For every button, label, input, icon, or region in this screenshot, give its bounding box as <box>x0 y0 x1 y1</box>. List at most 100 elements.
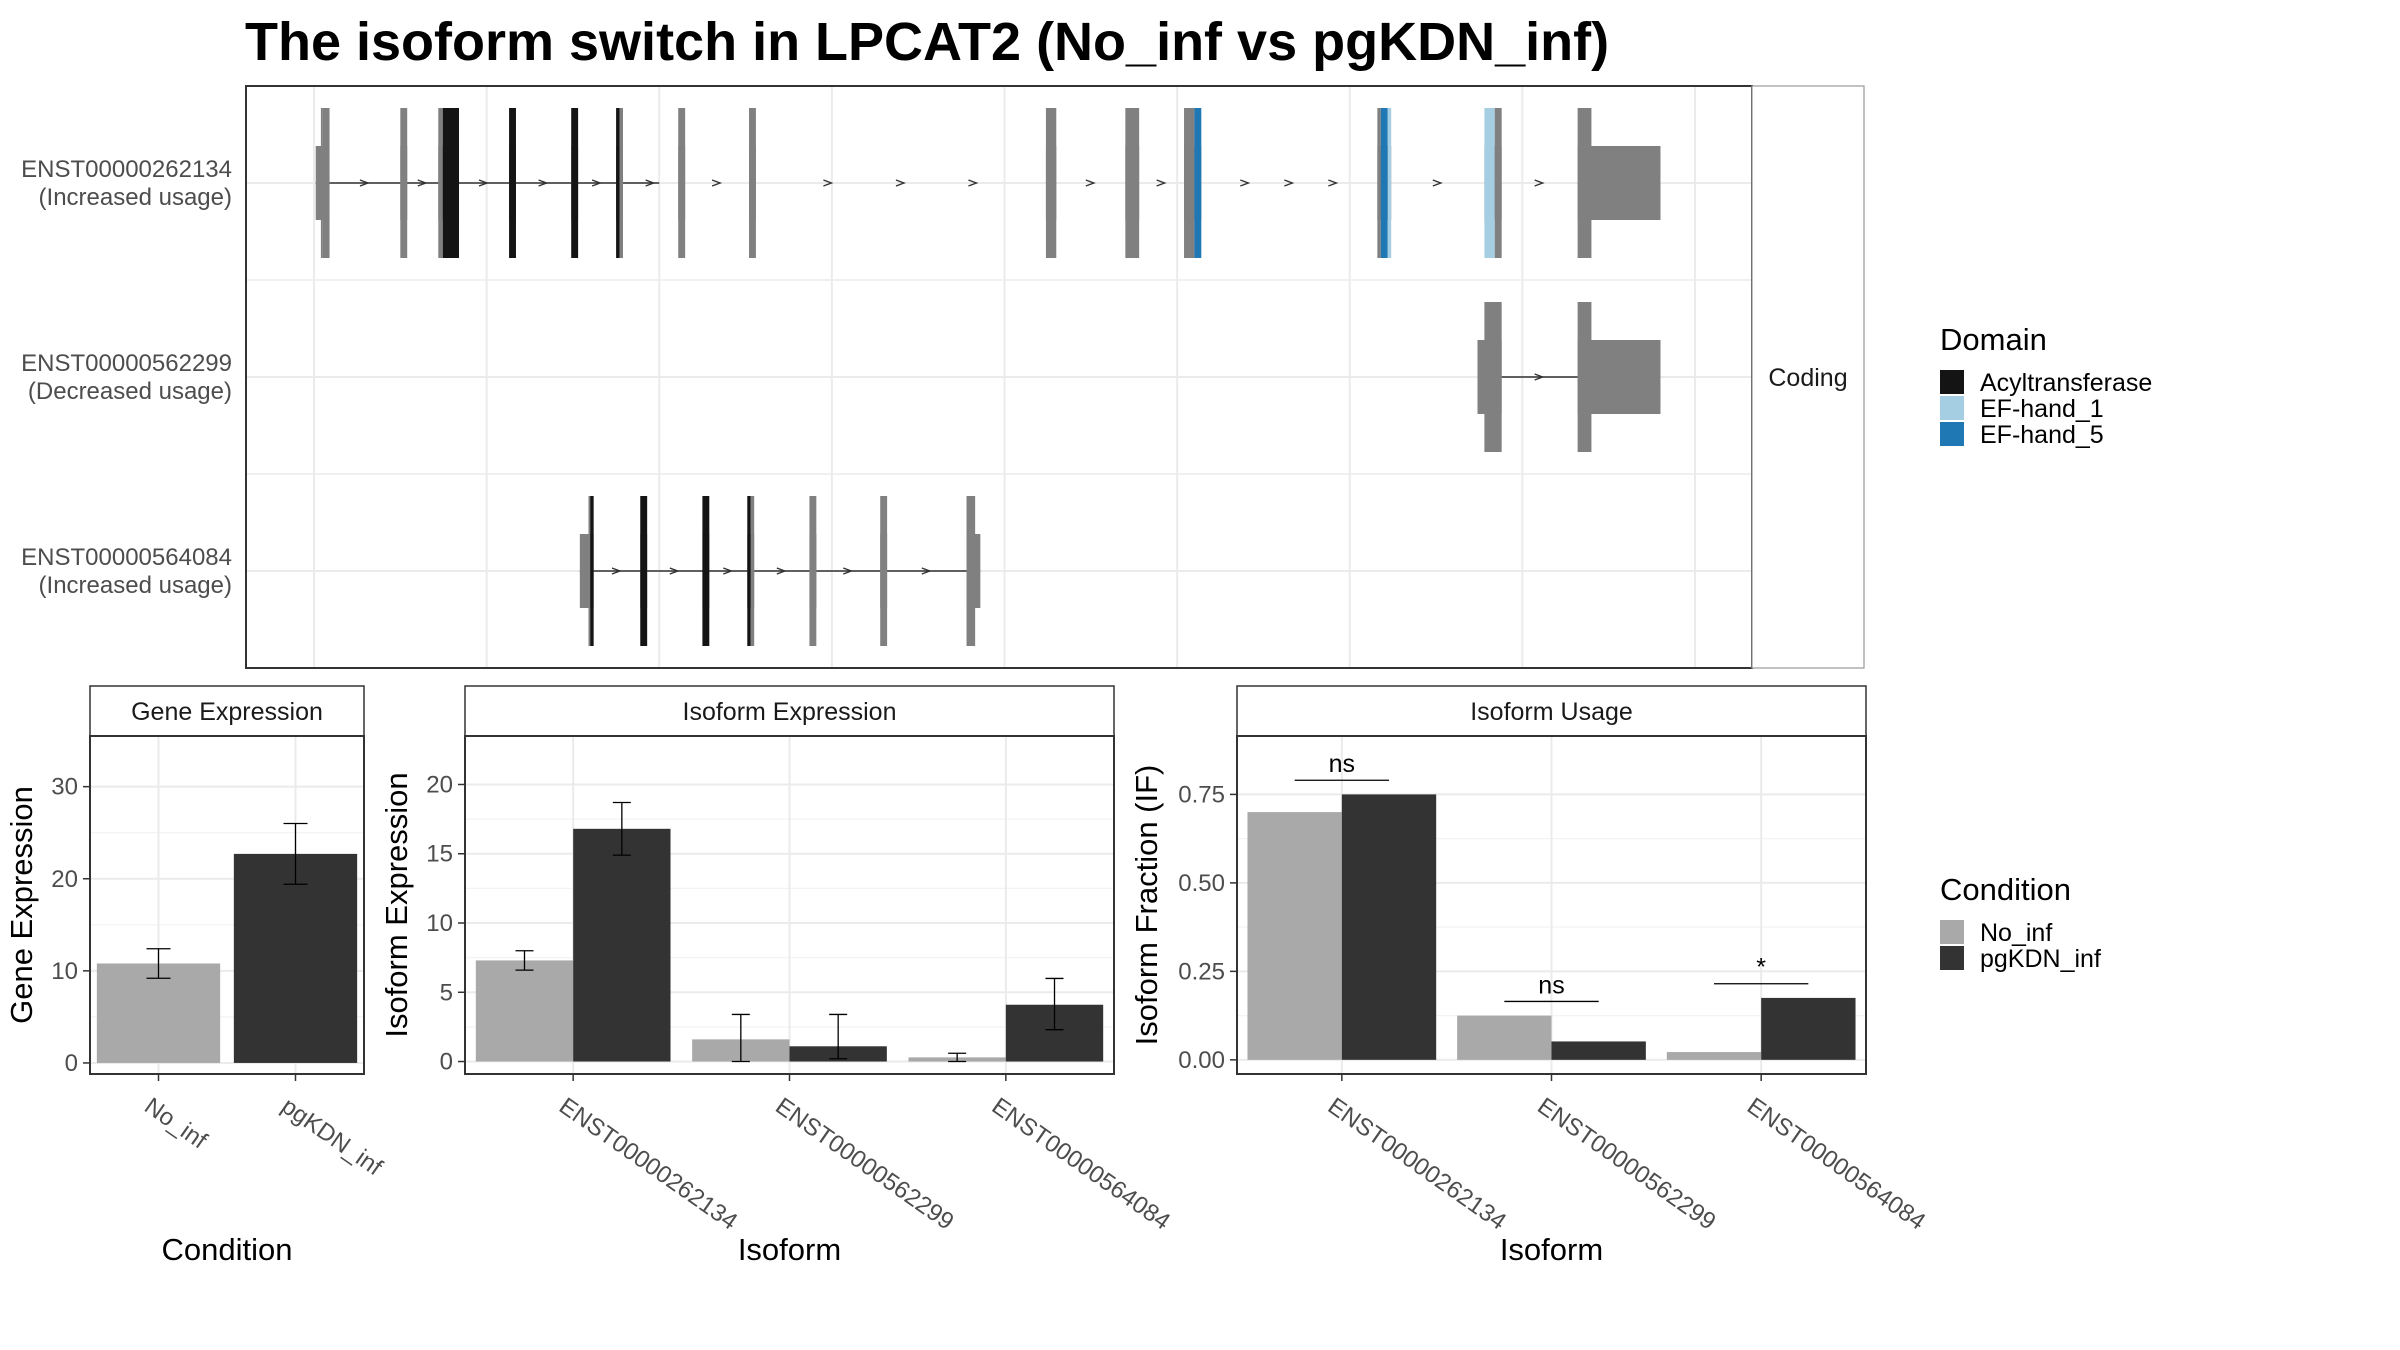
y-tick-label: 0 <box>65 1050 78 1077</box>
y-tick-label: 0 <box>440 1049 453 1076</box>
exon-cds <box>678 108 686 258</box>
intron-arrow <box>723 567 734 575</box>
transcript-id-label: ENST00000564084 <box>21 544 232 571</box>
exon-cds <box>1577 302 1592 452</box>
exon-domain-acyltransferase <box>616 108 620 258</box>
exon-cds <box>1125 108 1140 258</box>
intron-arrow <box>1534 179 1545 187</box>
intron-arrow <box>1432 179 1443 187</box>
exon-cds <box>966 496 976 646</box>
legend-swatch-acyltransferase <box>1940 370 1964 394</box>
y-axis-label: Gene Expression <box>4 786 39 1024</box>
bar-pgkdn_inf <box>1761 997 1856 1060</box>
x-axis-label: Isoform <box>1500 1232 1603 1267</box>
y-tick-label: 20 <box>426 771 453 798</box>
y-tick-label: 15 <box>426 841 453 868</box>
intron-arrow <box>669 567 680 575</box>
bar-no_inf <box>1247 812 1342 1060</box>
gene-expression-panel: Gene Expression 0 10 20 30 No_inf pgKDN_inf Gen… <box>4 685 387 1267</box>
intron-arrow <box>968 179 979 187</box>
exon-cds <box>1494 108 1502 258</box>
y-tick-label: 0.75 <box>1178 781 1225 808</box>
y-tick-label: 10 <box>51 958 78 985</box>
exon-domain-acyltransferase <box>509 108 516 258</box>
exon-cds <box>809 496 817 646</box>
intron-arrow <box>823 179 834 187</box>
legend-swatch-ef-hand_5 <box>1940 422 1964 446</box>
x-tick-label: No_inf <box>139 1093 212 1155</box>
plot-border <box>1236 735 1867 1075</box>
exon-utr <box>1591 146 1661 220</box>
intron-arrow <box>611 567 622 575</box>
intron-arrow <box>1156 179 1167 187</box>
legend-label: EF-hand_1 <box>1980 395 2104 423</box>
significance-label: ns <box>1329 750 1355 778</box>
x-axis-label: Isoform <box>738 1232 841 1267</box>
significance-label: ns <box>1538 971 1564 999</box>
exon-cds <box>1045 108 1057 258</box>
exon-cds <box>1484 302 1502 452</box>
plot-border <box>464 735 1115 1075</box>
legend-title: Domain <box>1940 322 2047 357</box>
exon-cds <box>1184 108 1195 258</box>
isoform-usage-panel: Isoform Usage 0.00 0.25 0.50 0.75 ns ENST00000… <box>1129 685 1930 1267</box>
intron-arrow <box>417 179 428 187</box>
y-axis-label: Isoform Fraction (IF) <box>1129 765 1164 1046</box>
bar-no_inf <box>1457 1015 1552 1060</box>
significance-label: * <box>1756 954 1766 982</box>
intron-arrow <box>359 179 370 187</box>
intron-arrow <box>538 179 549 187</box>
intron-arrow <box>1240 179 1251 187</box>
legend-label: EF-hand_5 <box>1980 421 2104 449</box>
x-tick-label: pgKDN_inf <box>276 1093 387 1182</box>
transcript-id-label: ENST00000262134 <box>21 156 232 183</box>
intron-arrow <box>1534 373 1545 381</box>
facet-strip <box>89 685 365 737</box>
x-tick-label: ENST00000564084 <box>1742 1093 1930 1236</box>
facet-strip <box>1236 685 1867 737</box>
legend-label: Acyltransferase <box>1980 369 2152 397</box>
exon-domain-acyltransferase <box>747 496 751 646</box>
exon-cds <box>750 496 755 646</box>
intron-arrow <box>776 567 787 575</box>
y-tick-label: 10 <box>426 910 453 937</box>
legend-swatch-no_inf <box>1940 920 1964 944</box>
y-tick-label: 20 <box>51 866 78 893</box>
bar-pgkdn_inf <box>573 828 671 1062</box>
gene-structure-panel: ENST00000262134(Increased usage)ENST0000… <box>21 85 1865 669</box>
legend-label: No_inf <box>1980 919 2052 947</box>
facet-strip <box>464 685 1115 737</box>
bar-pgkdn_inf <box>1341 794 1437 1060</box>
legend-swatch-ef-hand_1 <box>1940 396 1964 420</box>
intron-arrow <box>478 179 490 187</box>
exon-domain-ef-hand_1 <box>1484 108 1495 258</box>
intron-arrow <box>645 179 656 187</box>
exon-cds <box>322 108 330 258</box>
x-tick-label: ENST00000564084 <box>987 1093 1175 1236</box>
legend-label: pgKDN_inf <box>1980 945 2101 973</box>
figure-title: The isoform switch in LPCAT2 (No_inf vs … <box>245 12 1609 72</box>
facet-strip-label: Gene Expression <box>131 698 323 726</box>
bar-pgkdn_inf <box>233 853 358 1063</box>
intron-arrow <box>1328 179 1339 187</box>
intron-arrow <box>591 179 603 187</box>
x-tick-label: ENST00000262134 <box>554 1093 742 1236</box>
y-axis-label: Isoform Expression <box>379 772 414 1037</box>
isoform-expression-panel: Isoform Expression 0 5 10 15 20 ENST0000026213… <box>379 685 1175 1267</box>
exon-domain-acyltransferase <box>442 108 460 258</box>
bar-pgkdn_inf <box>1551 1041 1646 1060</box>
exon-domain-ef-hand_5 <box>1380 108 1388 258</box>
transcript-id-label: ENST00000562299 <box>21 350 232 377</box>
transcript-usage-label: (Increased usage) <box>39 184 232 211</box>
plot-border <box>89 735 365 1075</box>
bar-no_inf <box>1666 1052 1762 1060</box>
transcript-usage-label: (Increased usage) <box>39 572 232 599</box>
y-tick-label: 0.50 <box>1178 870 1225 897</box>
legend-swatch-pgkdn_inf <box>1940 946 1964 970</box>
x-tick-label: ENST00000562299 <box>1532 1093 1720 1236</box>
exon-domain-acyltransferase <box>590 496 594 646</box>
intron-arrow <box>711 179 723 187</box>
